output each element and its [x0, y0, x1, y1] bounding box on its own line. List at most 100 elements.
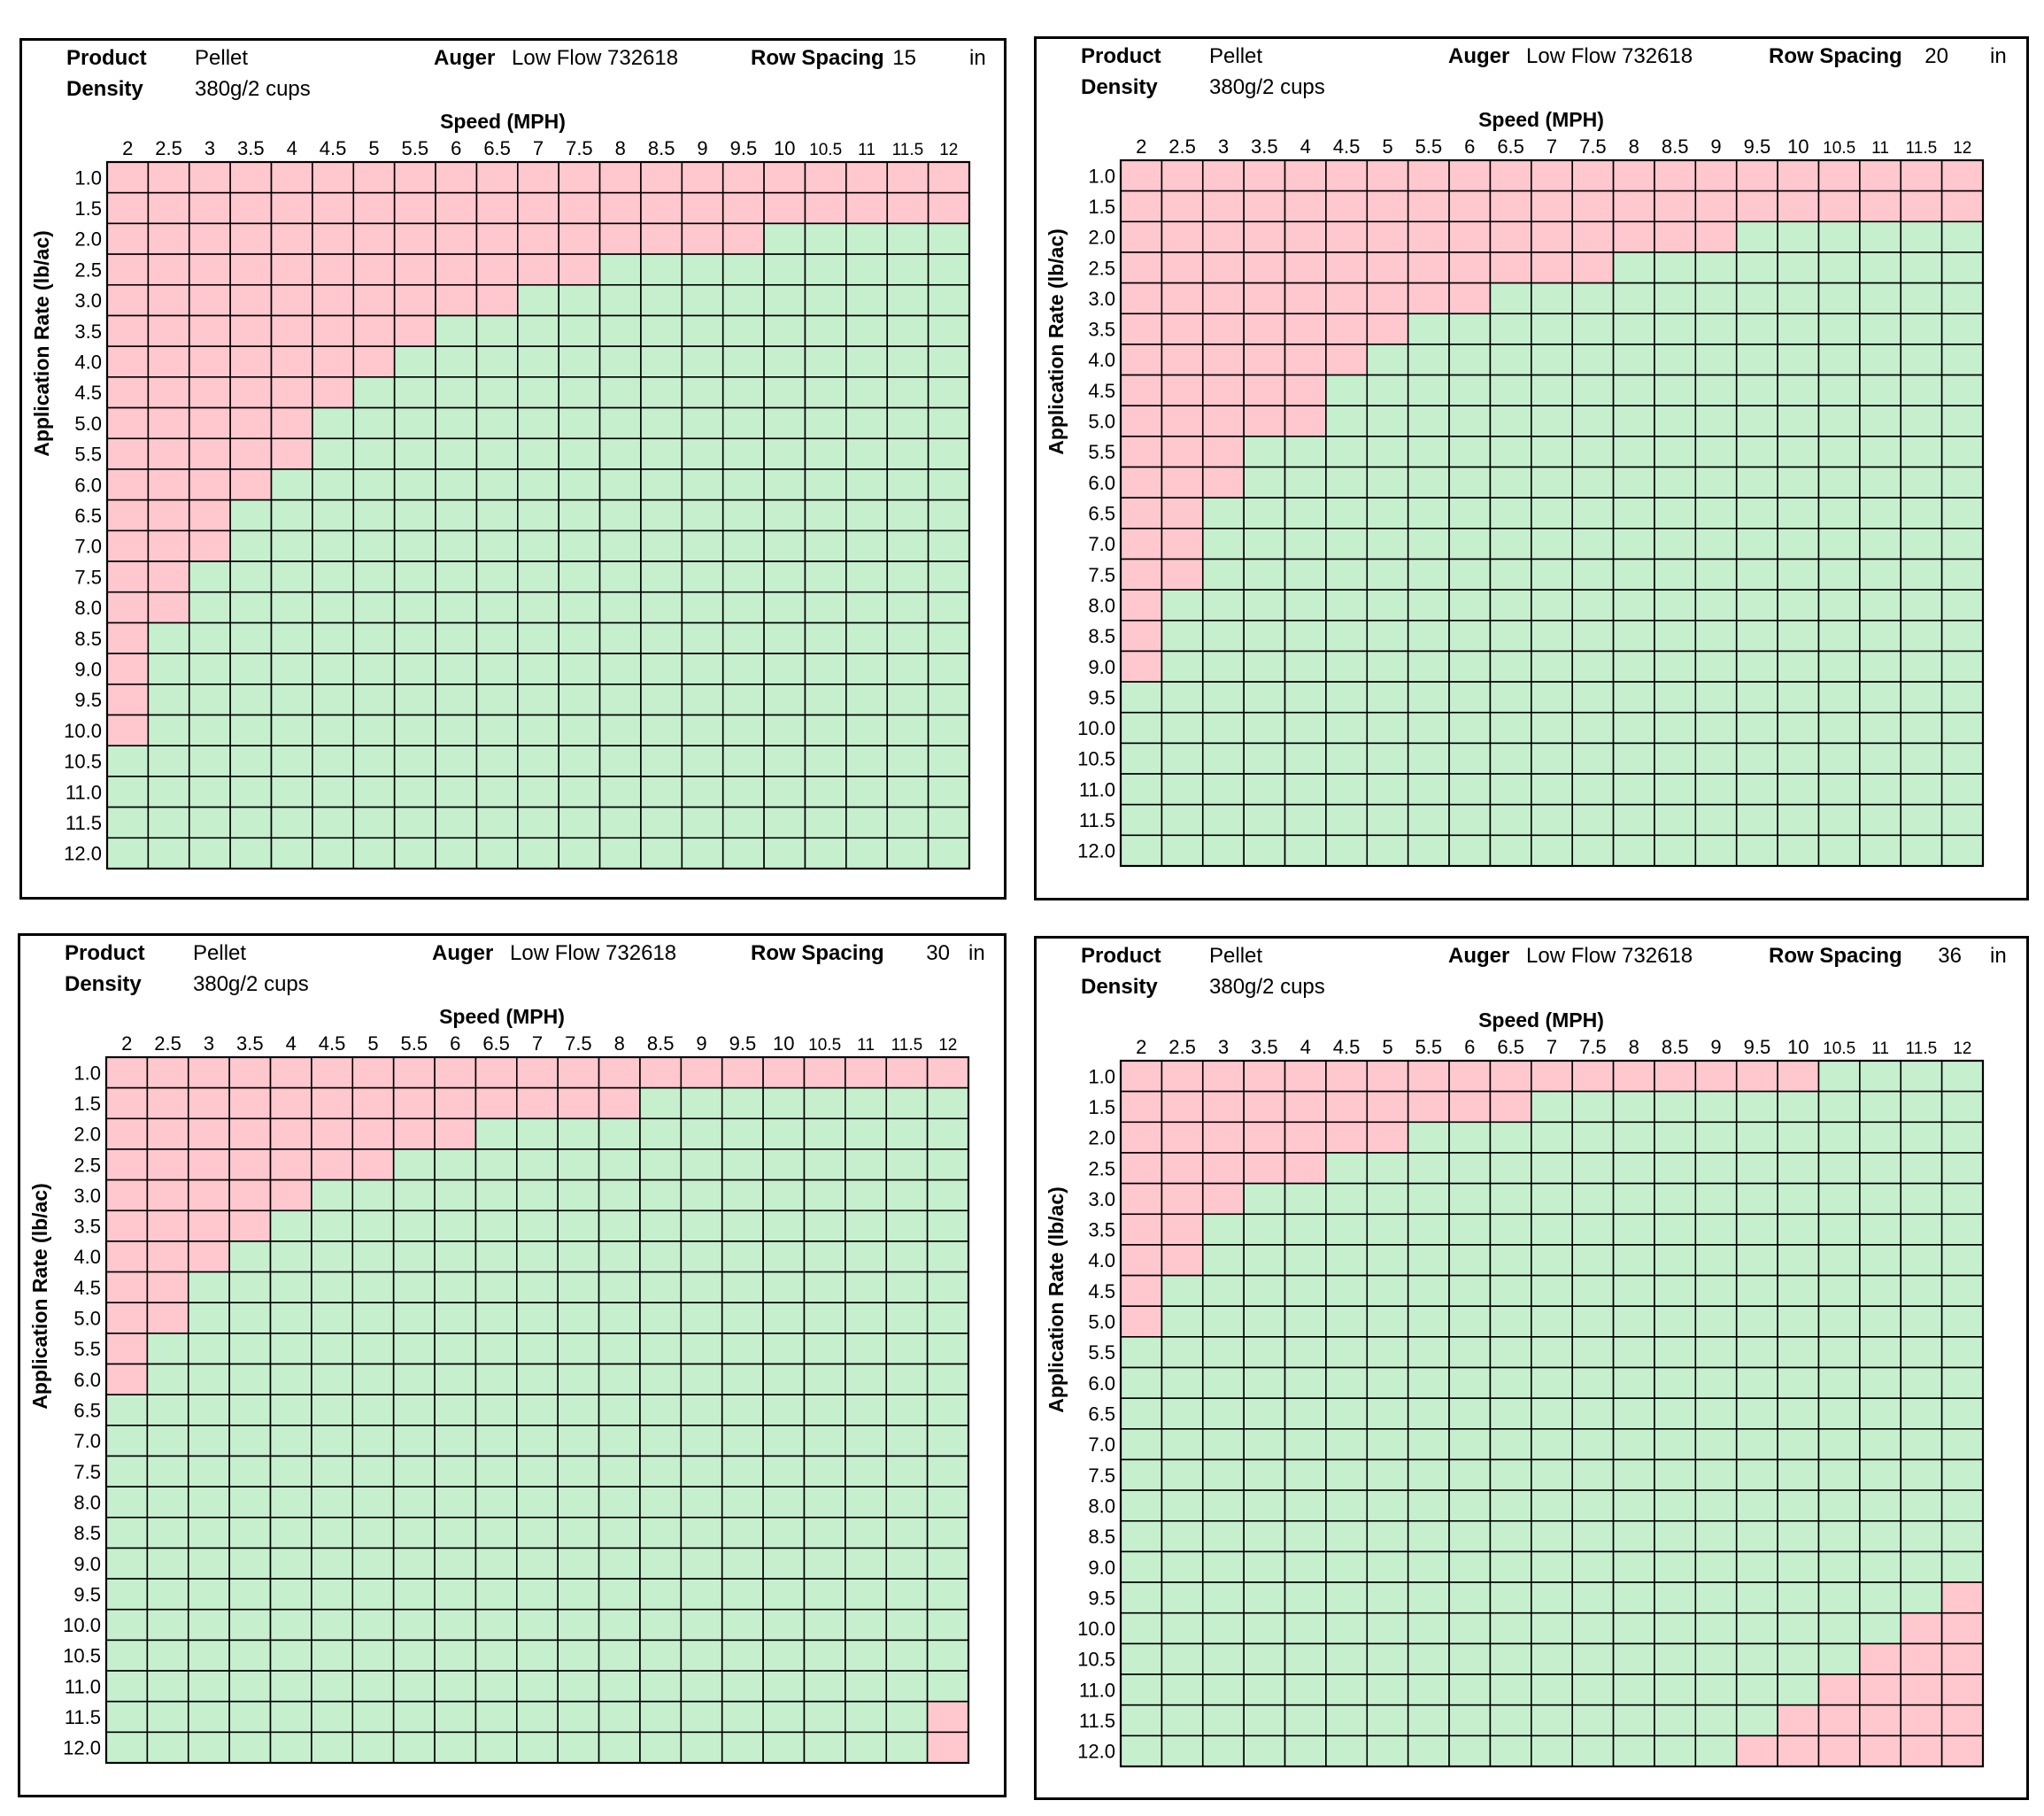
x-tick-label: 8.5 — [648, 137, 675, 159]
cell-out-of-range — [146, 1209, 189, 1242]
y-tick-label: 8.5 — [1088, 625, 1115, 647]
cell-in-range — [1243, 436, 1286, 468]
cell-in-range — [1817, 282, 1861, 315]
cell-in-range — [1243, 1397, 1286, 1430]
cell-in-range — [1161, 1458, 1204, 1491]
cell-in-range — [1940, 773, 1984, 806]
cell-out-of-range — [1120, 1274, 1163, 1308]
cell-in-range — [557, 1178, 600, 1212]
cell-in-range — [845, 1394, 888, 1426]
cell-in-range — [311, 1333, 354, 1365]
cell-out-of-range — [1735, 1060, 1778, 1093]
y-tick-label: 9.5 — [74, 689, 102, 711]
cell-in-range — [1201, 834, 1245, 867]
cell-in-range — [1120, 1428, 1163, 1461]
cell-in-range — [1161, 803, 1204, 837]
cell-in-range — [187, 1516, 230, 1549]
cell-in-range — [1735, 1305, 1778, 1338]
cell-in-range — [804, 560, 847, 593]
cell-in-range — [474, 1148, 518, 1181]
cell-in-range — [1284, 834, 1327, 867]
cell-in-range — [1407, 374, 1450, 407]
cell-in-range — [1777, 1428, 1820, 1461]
cell-out-of-range — [105, 1363, 149, 1395]
cell-in-range — [845, 1333, 888, 1365]
cell-in-range — [1531, 374, 1573, 407]
cell-in-range — [1612, 344, 1655, 376]
cell-in-range — [1694, 1244, 1738, 1277]
cell-in-range — [1735, 405, 1778, 437]
cell-in-range — [763, 468, 806, 501]
cell-in-range — [516, 1608, 559, 1642]
cell-in-range — [1201, 1336, 1245, 1369]
cell-in-range — [640, 376, 683, 409]
cell-in-range — [1531, 1519, 1573, 1553]
cell-in-range — [1940, 681, 1984, 714]
cell-in-range — [1694, 1581, 1738, 1614]
cell-out-of-range — [351, 1117, 395, 1150]
cell-out-of-range — [1201, 1121, 1245, 1154]
cell-in-range — [721, 1425, 764, 1457]
cell-in-range — [187, 1731, 230, 1764]
cell-in-range — [1366, 344, 1409, 376]
x-tick-label: 6.5 — [1497, 1036, 1524, 1058]
cell-in-range — [1448, 1735, 1492, 1767]
cell-in-range — [147, 653, 190, 685]
cell-in-range — [803, 1178, 846, 1212]
cell-in-range — [1694, 1274, 1738, 1308]
cell-out-of-range — [927, 191, 970, 225]
cell-in-range — [228, 1425, 272, 1457]
cell-in-range — [270, 776, 313, 808]
x-tick-label: 8.5 — [1662, 1036, 1689, 1058]
cell-in-range — [435, 345, 478, 378]
cell-out-of-range — [804, 191, 847, 225]
cell-in-range — [312, 622, 355, 654]
cell-out-of-range — [1940, 1581, 1984, 1614]
y-tick-label: 4.5 — [73, 1277, 101, 1299]
cell-in-range — [803, 1486, 846, 1518]
cell-in-range — [188, 591, 231, 624]
cell-out-of-range — [393, 161, 436, 194]
cell-out-of-range — [1284, 1060, 1327, 1093]
cell-in-range — [1284, 466, 1327, 498]
cell-in-range — [1777, 313, 1820, 345]
cell-in-range — [270, 837, 313, 869]
cell-in-range — [885, 1271, 929, 1304]
cell-in-range — [1407, 1581, 1450, 1614]
cell-in-range — [1243, 1489, 1286, 1522]
cell-in-range — [1489, 1673, 1532, 1706]
cell-in-range — [1859, 1274, 1902, 1308]
cell-in-range — [270, 560, 313, 593]
cell-in-range — [1612, 589, 1655, 622]
cell-in-range — [1201, 589, 1245, 622]
cell-out-of-range — [146, 1240, 189, 1273]
cell-in-range — [1366, 528, 1409, 560]
cell-in-range — [1366, 1397, 1409, 1430]
cell-in-range — [517, 529, 559, 562]
cell-in-range — [1612, 1090, 1655, 1124]
cell-in-range — [721, 1608, 764, 1642]
cell-in-range — [885, 1209, 929, 1242]
cell-in-range — [1284, 1489, 1327, 1522]
cell-in-range — [1489, 1581, 1532, 1614]
cell-in-range — [557, 1209, 600, 1242]
x-tick-label: 3 — [1218, 135, 1229, 158]
cell-in-range — [1817, 1458, 1861, 1491]
cell-in-range — [1571, 1305, 1615, 1338]
cell-out-of-range — [1201, 344, 1245, 376]
cell-in-range — [1489, 436, 1532, 468]
cell-in-range — [845, 1148, 888, 1181]
cell-in-range — [845, 1086, 888, 1120]
cell-out-of-range — [147, 191, 190, 225]
cell-in-range — [1489, 1735, 1532, 1767]
cell-out-of-range — [1120, 159, 1163, 192]
cell-in-range — [1694, 1550, 1738, 1583]
cell-in-range — [558, 314, 601, 347]
cell-in-range — [639, 1425, 683, 1457]
cell-in-range — [763, 622, 806, 654]
cell-out-of-range — [229, 468, 273, 501]
cell-in-range — [1284, 681, 1327, 714]
cell-in-range — [1777, 1581, 1820, 1614]
cell-in-range — [1735, 1213, 1778, 1246]
cell-in-range — [763, 529, 806, 562]
